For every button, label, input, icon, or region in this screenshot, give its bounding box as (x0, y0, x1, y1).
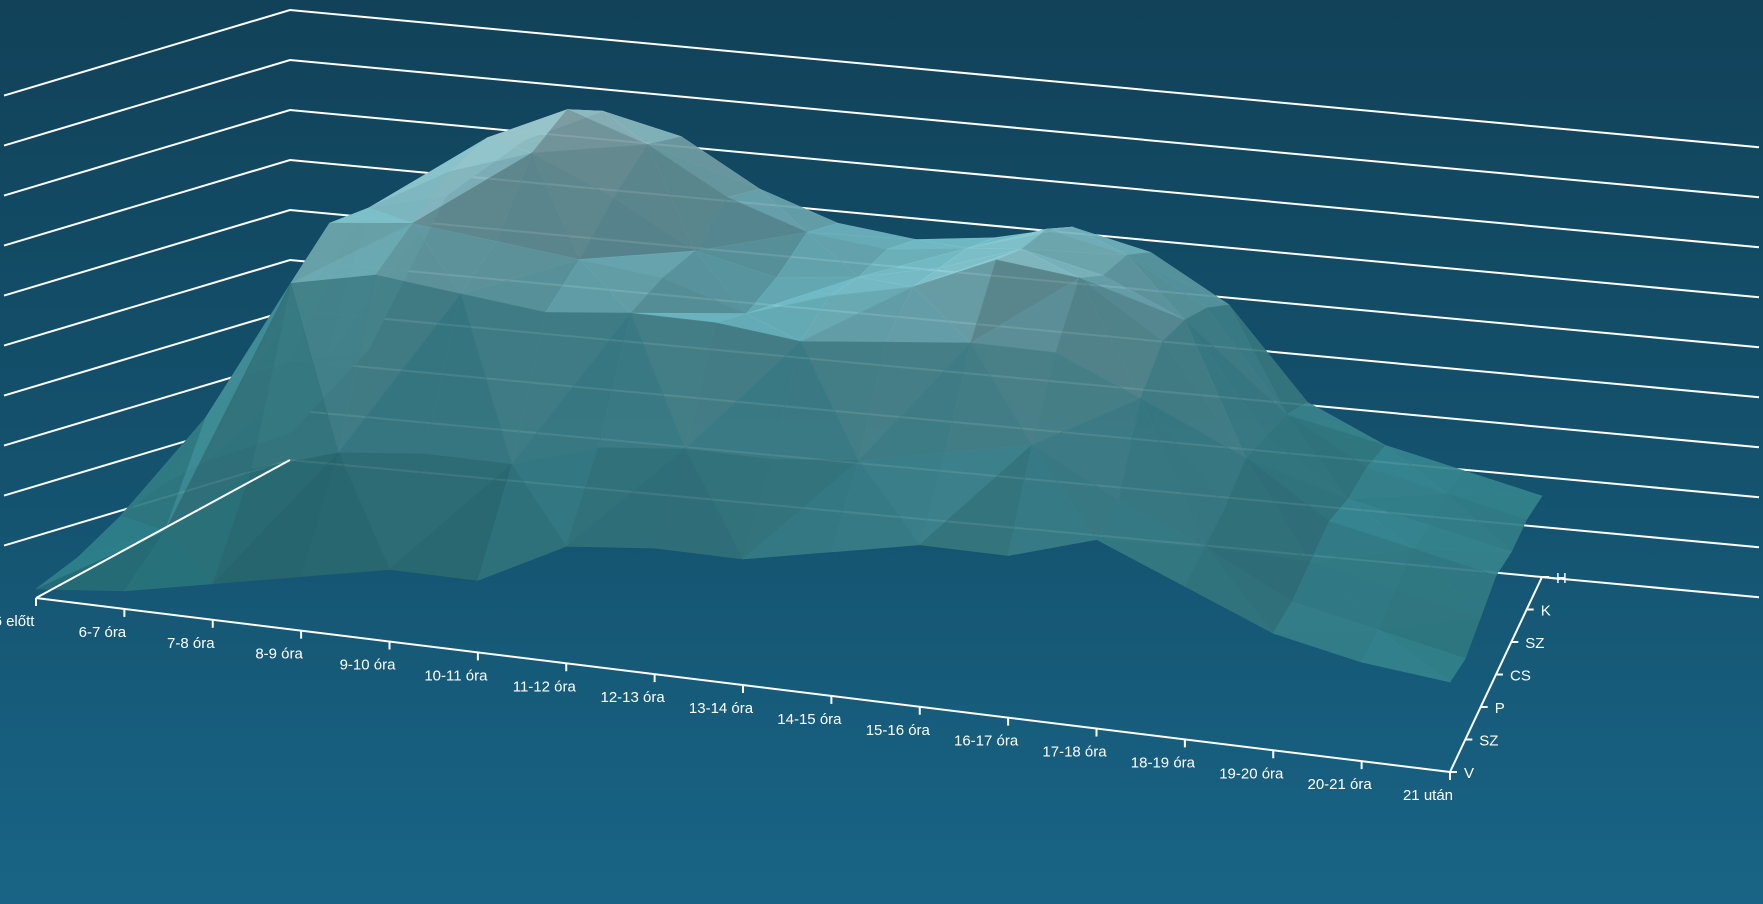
back-wall-gridlines (3, 8, 1760, 599)
x-tick-label: 13-14 óra (689, 700, 754, 717)
x-tick-label: 7-8 óra (167, 635, 215, 652)
surface-facet (300, 451, 390, 577)
x-tick-label: 20-21 óra (1307, 776, 1372, 793)
gridline (3, 8, 1760, 149)
x-tick-label: 9-10 óra (340, 657, 397, 674)
gridline (3, 158, 1760, 299)
y-tick-label: K (1541, 603, 1551, 620)
x-tick-label: 11-12 óra (513, 678, 577, 695)
x-tick-label: 17-18 óra (1042, 744, 1107, 761)
y-tick-label: SZ (1479, 733, 1498, 750)
surface-facet (1007, 444, 1098, 556)
surface-facet (830, 459, 921, 553)
x-tick-label: 14-15 óra (777, 711, 842, 728)
gridline (3, 58, 1760, 199)
x-tick-label: 10-11 óra (424, 667, 488, 684)
gridline (3, 208, 1760, 349)
y-tick-label: SZ (1525, 635, 1544, 652)
depth-axis-line (35, 459, 291, 599)
y-tick-label: P (1495, 700, 1505, 717)
x-tick-label: 6 előtt (0, 613, 35, 630)
x-tick-label: 18-19 óra (1131, 754, 1196, 771)
x-tick-label: 8-9 óra (255, 646, 303, 663)
x-tick-label: 19-20 óra (1219, 765, 1284, 782)
surface-facet (1273, 629, 1380, 663)
surface-facet (123, 530, 214, 592)
surface-facet (1446, 470, 1543, 497)
x-tick-label: 15-16 óra (866, 722, 931, 739)
surface-facet (654, 448, 744, 560)
y-tick-label: V (1464, 765, 1474, 782)
y-tick-label: H (1556, 570, 1567, 587)
gridline (3, 108, 1760, 249)
gridline (3, 258, 1760, 399)
tick-labels: 6 előtt 6-7 óra 7-8 óra 8-9 óra 9-10 óra 10-1… (0, 570, 1567, 804)
surface-facet (1361, 629, 1451, 683)
x-tick-label: 16-17 óra (954, 733, 1019, 750)
surface-facet (477, 463, 567, 581)
axes (35, 459, 1561, 780)
y-tick-label: CS (1510, 668, 1531, 685)
x-tick-label: 12-13 óra (600, 689, 665, 706)
x-tick-label: 6-7 óra (79, 624, 127, 641)
surface (35, 108, 1543, 683)
surface-facet (1184, 546, 1274, 634)
x-tick-label: 21 után (1403, 787, 1453, 804)
